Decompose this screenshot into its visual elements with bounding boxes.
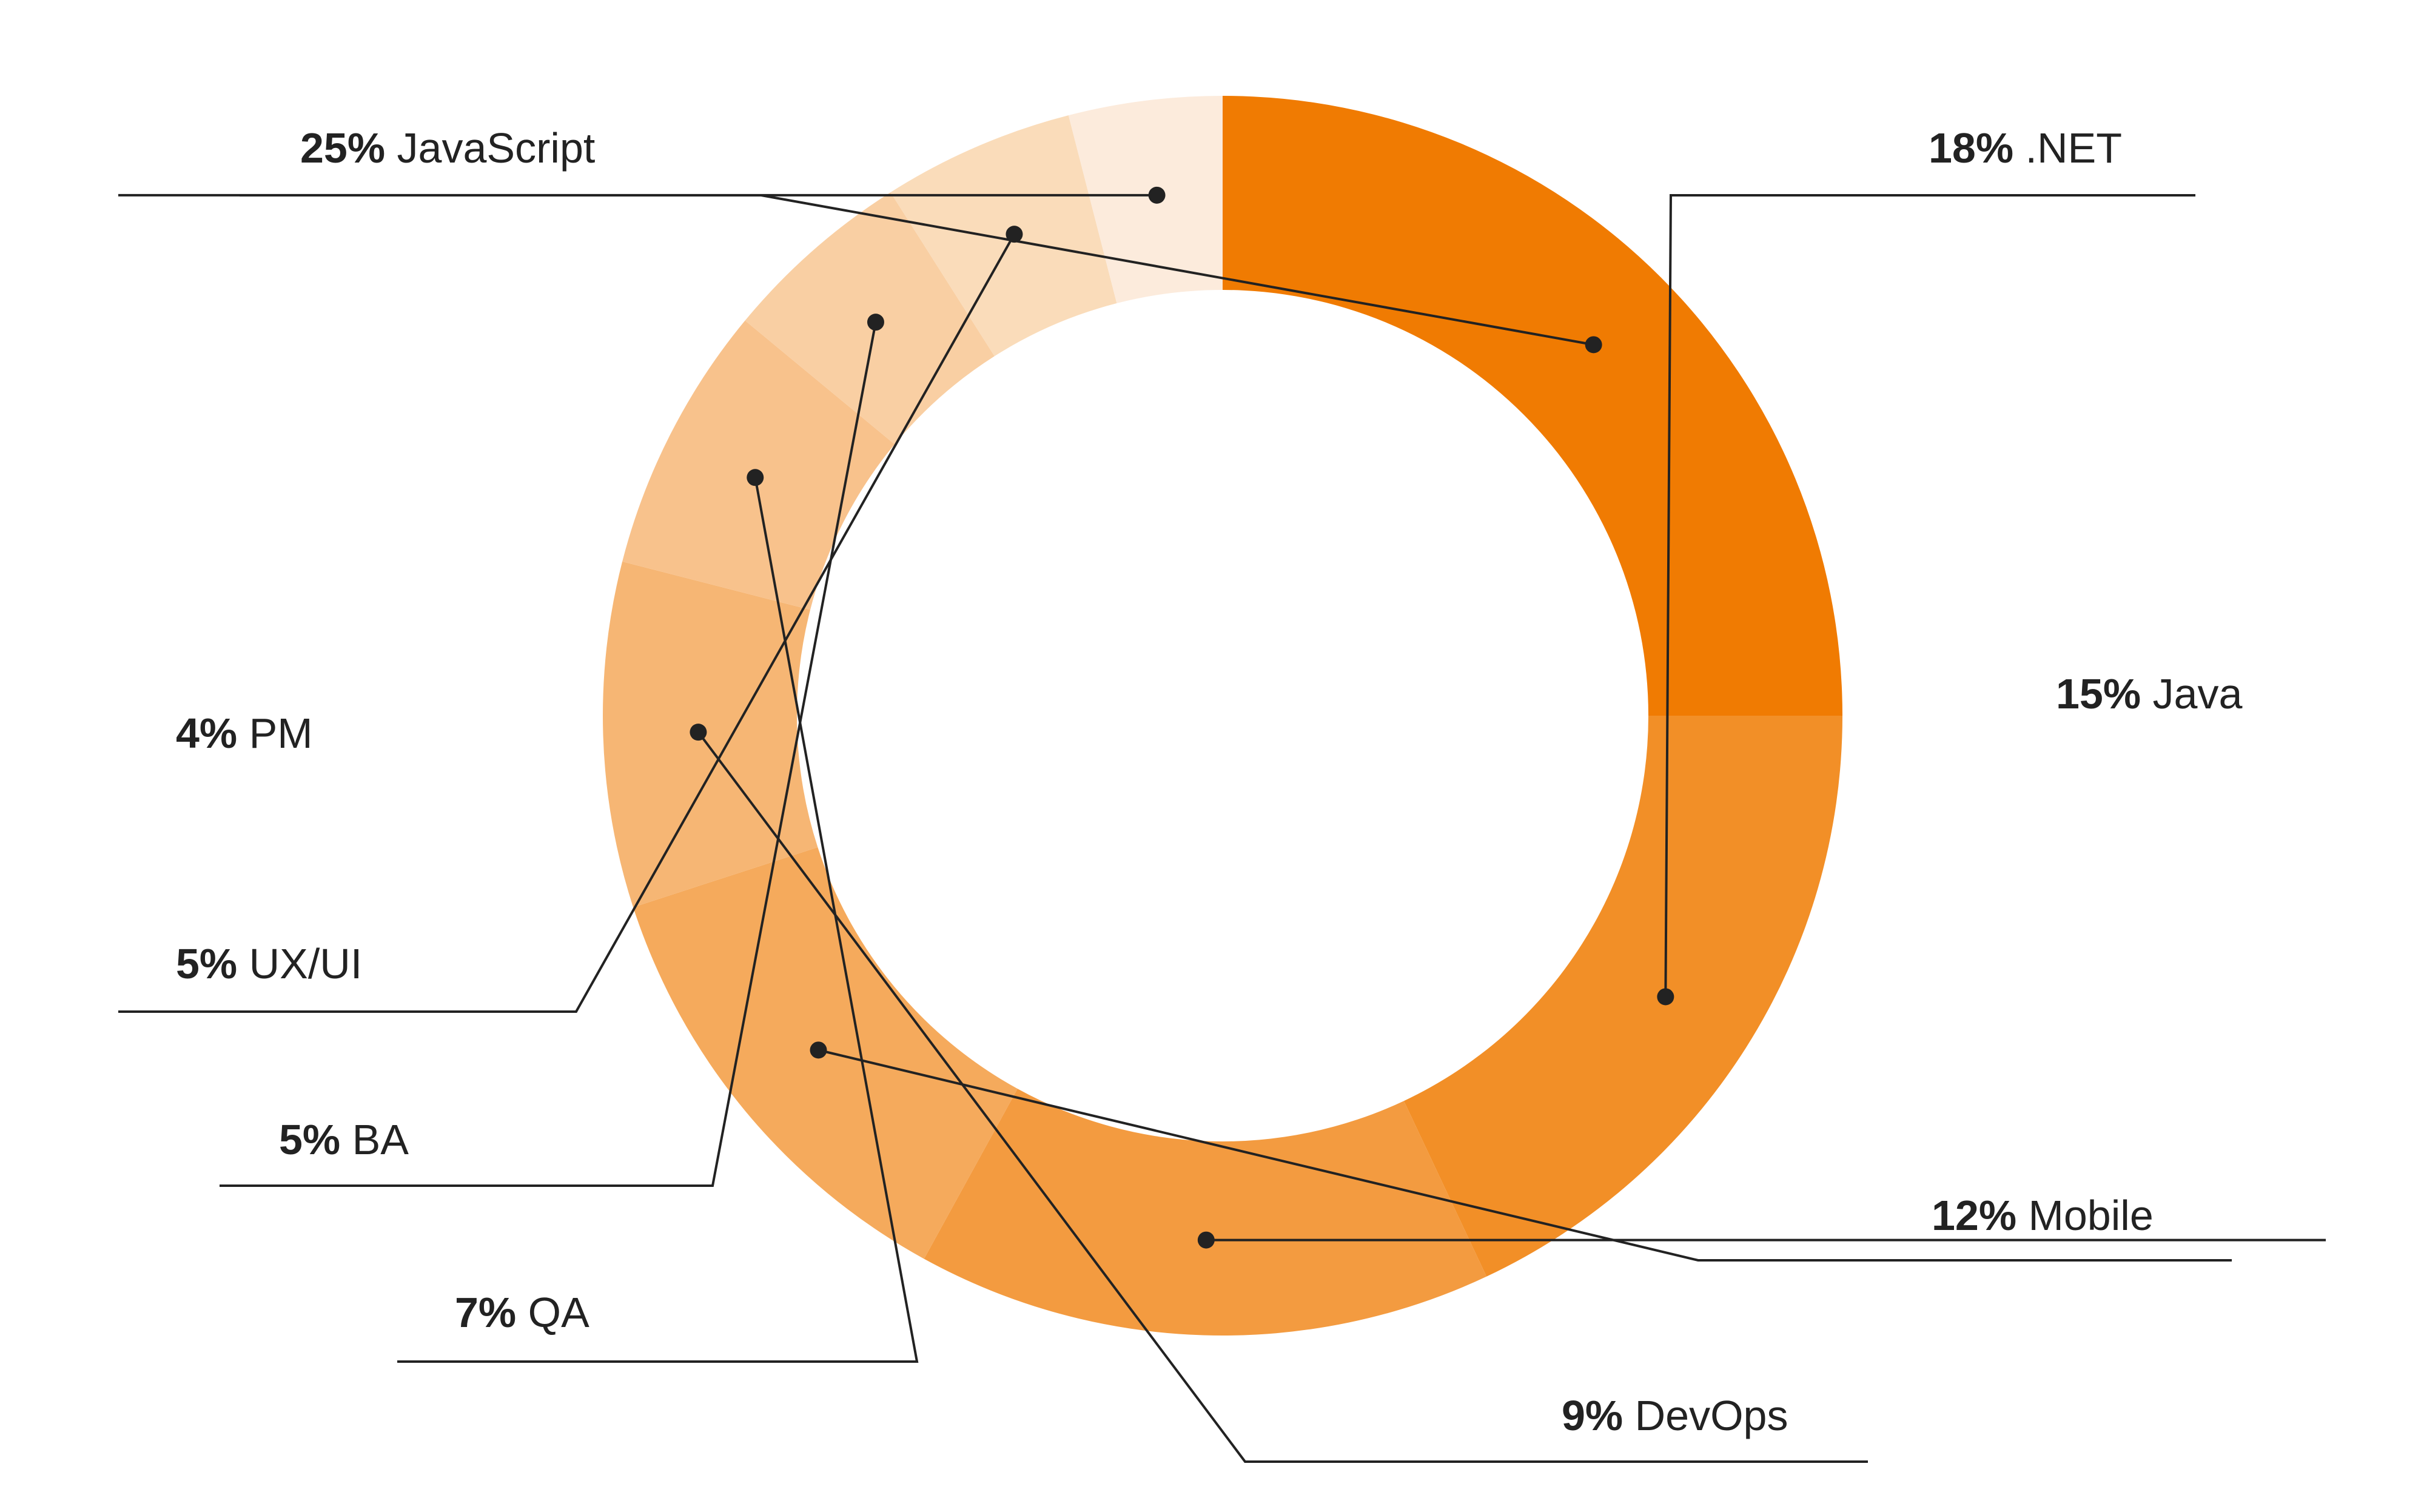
slice-labels: 25% JavaScript 18% .NET 15% Java 12% Mobile… bbox=[176, 124, 2242, 1439]
slice-devops bbox=[603, 561, 818, 907]
leader-line-qa bbox=[397, 477, 919, 1363]
label-name-pm: PM bbox=[237, 710, 312, 757]
label-qa: 7% QA bbox=[455, 1289, 589, 1336]
label-value-devops: 9% bbox=[1562, 1392, 1623, 1439]
label-value-ba: 5% bbox=[279, 1116, 340, 1163]
leader-dot-devops bbox=[690, 724, 707, 741]
label-value-net: 18% bbox=[1929, 124, 2013, 172]
label-value-mobile: 12% bbox=[1932, 1192, 2016, 1239]
leader-dot-ba bbox=[867, 314, 884, 331]
label-name-java: Java bbox=[2141, 670, 2242, 717]
label-ux-ui: 5% UX/UI bbox=[176, 940, 362, 987]
leader-line-ba bbox=[220, 321, 877, 1187]
label-name-ba: BA bbox=[340, 1116, 409, 1163]
leader-dot-java bbox=[1197, 1231, 1215, 1249]
label-name-javascript: JavaScript bbox=[385, 124, 595, 172]
slice-ux-ui bbox=[890, 115, 1117, 357]
label-java: 15% Java bbox=[2056, 670, 2242, 717]
slice-pm bbox=[1068, 96, 1223, 304]
leader-line-net bbox=[1664, 194, 2195, 997]
slice-qa bbox=[622, 320, 895, 610]
donut-slices bbox=[603, 96, 1842, 1336]
label-ba: 5% BA bbox=[279, 1116, 409, 1163]
leader-dot-pm bbox=[1148, 186, 1166, 204]
leader-dot-qa bbox=[747, 469, 764, 486]
label-name-ux-ui: UX/UI bbox=[237, 940, 362, 987]
label-value-java: 15% bbox=[2056, 670, 2141, 717]
label-value-qa: 7% bbox=[455, 1289, 516, 1336]
label-name-qa: QA bbox=[516, 1289, 589, 1336]
leader-dot-net bbox=[1657, 988, 1674, 1006]
leader-dot-mobile bbox=[810, 1041, 827, 1059]
leader-dot-javascript bbox=[1585, 336, 1602, 354]
label-javascript: 25% JavaScript bbox=[300, 124, 595, 172]
label-name-mobile: Mobile bbox=[2016, 1192, 2154, 1239]
label-value-javascript: 25% bbox=[300, 124, 385, 172]
leader-line-mobile bbox=[818, 1049, 2232, 1262]
slice-java bbox=[924, 1089, 1487, 1336]
label-net: 18% .NET bbox=[1929, 124, 2122, 172]
label-value-pm: 4% bbox=[176, 710, 237, 757]
leader-line-devops bbox=[697, 731, 1868, 1463]
slice-javascript bbox=[1223, 96, 1842, 716]
slice-net bbox=[1403, 716, 1842, 1277]
label-name-net: .NET bbox=[2013, 124, 2122, 172]
label-pm: 4% PM bbox=[176, 710, 313, 757]
leader-lines bbox=[118, 186, 2326, 1463]
label-devops: 9% DevOps bbox=[1562, 1392, 1788, 1439]
leader-dot-ux-ui bbox=[1006, 226, 1023, 243]
leader-line-ux-ui bbox=[118, 234, 1016, 1013]
label-value-ux-ui: 5% bbox=[176, 940, 237, 987]
label-name-devops: DevOps bbox=[1623, 1392, 1788, 1439]
label-mobile: 12% Mobile bbox=[1932, 1192, 2154, 1239]
